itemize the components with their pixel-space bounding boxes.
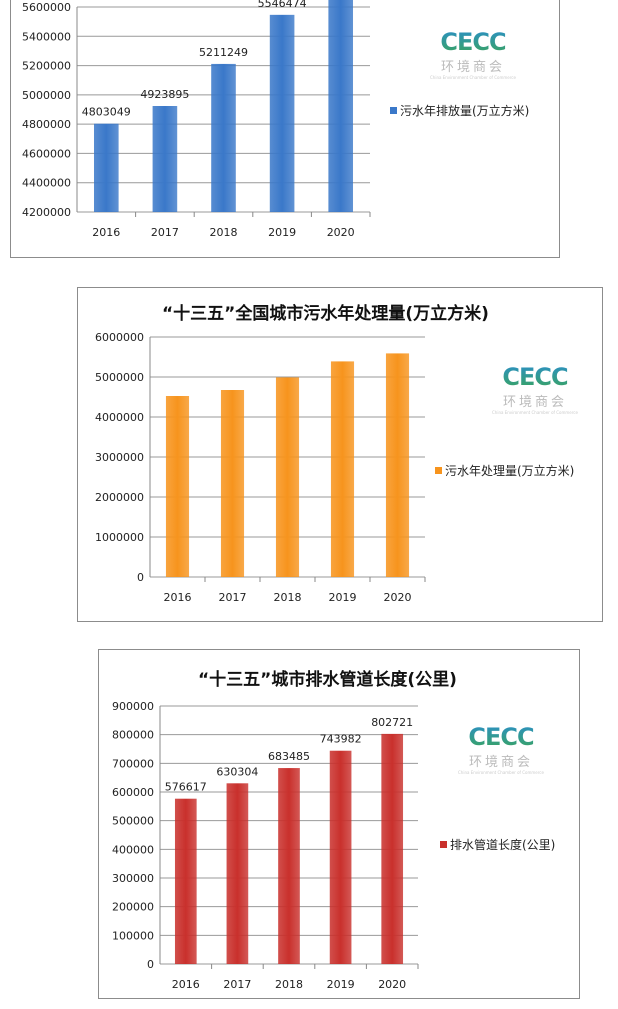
chart-1-legend: 污水年排放量(万立方米) <box>390 102 529 119</box>
data-label-2019: 743982 <box>320 733 362 746</box>
bar-2016 <box>174 798 197 964</box>
x-tick-label: 2016 <box>172 978 200 991</box>
data-label-2018: 683485 <box>268 750 310 763</box>
cecc-logo: CECC 环境商会 China Environment Chamber of Com… <box>458 723 544 775</box>
data-label-2017: 630304 <box>216 765 258 778</box>
legend-label: 排水管道长度(公里) <box>450 838 556 852</box>
bar-2018 <box>275 377 300 577</box>
chart-3-legend: 排水管道长度(公里) <box>440 836 555 853</box>
x-tick-label: 2016 <box>92 226 120 239</box>
y-tick-label: 900000 <box>112 700 154 713</box>
legend-swatch <box>440 841 447 848</box>
bar-2017 <box>226 783 249 964</box>
x-tick-label: 2018 <box>275 978 303 991</box>
legend-label: 污水年排放量(万立方米) <box>400 104 530 118</box>
x-tick-label: 2017 <box>219 591 247 604</box>
y-tick-label: 3000000 <box>95 451 144 464</box>
x-tick-label: 2019 <box>329 591 357 604</box>
y-tick-label: 2000000 <box>95 491 144 504</box>
y-tick-label: 6000000 <box>95 331 144 344</box>
y-tick-label: 5000000 <box>22 89 71 102</box>
bar-2016 <box>165 396 190 577</box>
data-label-2019: 5546474 <box>258 0 307 10</box>
y-tick-label: 0 <box>137 571 144 584</box>
y-tick-label: 4400000 <box>22 177 71 190</box>
x-tick-label: 2017 <box>151 226 179 239</box>
chart-2-title: “十三五”全国城市污水年处理量(万立方米) <box>162 304 489 324</box>
y-tick-label: 500000 <box>112 815 154 828</box>
x-tick-label: 2019 <box>268 226 296 239</box>
y-tick-label: 300000 <box>112 872 154 885</box>
chart-2-legend: 污水年处理量(万立方米) <box>435 462 574 479</box>
bar-2018 <box>211 63 236 212</box>
y-tick-label: 4800000 <box>22 118 71 131</box>
y-tick-label: 4200000 <box>22 206 71 219</box>
bar-2019 <box>329 750 352 964</box>
legend-label: 污水年处理量(万立方米) <box>445 464 575 478</box>
bar-2020 <box>385 353 410 577</box>
x-tick-label: 2019 <box>327 978 355 991</box>
y-tick-label: 200000 <box>112 901 154 914</box>
x-tick-label: 2018 <box>274 591 302 604</box>
cecc-logo: CECC 环境商会 China Environment Chamber of Com… <box>492 363 578 415</box>
y-tick-label: 700000 <box>112 757 154 770</box>
y-tick-label: 800000 <box>112 729 154 742</box>
bar-2019 <box>330 361 355 577</box>
y-tick-label: 400000 <box>112 843 154 856</box>
x-tick-label: 2017 <box>223 978 251 991</box>
y-tick-label: 5600000 <box>22 1 71 14</box>
cecc-logo: CECC 环境商会 China Environment Chamber of Com… <box>430 28 516 80</box>
x-tick-label: 2018 <box>210 226 238 239</box>
y-tick-label: 4000000 <box>95 411 144 424</box>
data-label-2017: 4923895 <box>140 88 189 101</box>
bar-2017 <box>152 106 178 212</box>
bar-2020 <box>381 733 404 964</box>
legend-swatch <box>390 107 397 114</box>
bar-2018 <box>278 768 300 964</box>
y-tick-label: 0 <box>147 958 154 971</box>
data-label-2016: 576617 <box>165 781 207 794</box>
y-tick-label: 5000000 <box>95 371 144 384</box>
data-label-2018: 5211249 <box>199 46 248 59</box>
y-tick-label: 1000000 <box>95 531 144 544</box>
y-tick-label: 600000 <box>112 786 154 799</box>
y-tick-label: 5200000 <box>22 60 71 73</box>
y-tick-label: 100000 <box>112 929 154 942</box>
x-tick-label: 2016 <box>164 591 192 604</box>
y-tick-label: 4600000 <box>22 147 71 160</box>
data-label-2020: 802721 <box>371 716 413 729</box>
bar-2016 <box>93 123 119 212</box>
legend-swatch <box>435 467 442 474</box>
bar-2017 <box>220 390 245 577</box>
x-tick-label: 2020 <box>378 978 406 991</box>
bar-2019 <box>269 14 295 212</box>
x-tick-label: 2020 <box>384 591 412 604</box>
data-label-2016: 4803049 <box>82 106 131 119</box>
y-tick-label: 5400000 <box>22 30 71 43</box>
bar-2020 <box>328 0 354 212</box>
chart-3-title: “十三五”城市排水管道长度(公里) <box>198 670 457 690</box>
x-tick-label: 2020 <box>327 226 355 239</box>
